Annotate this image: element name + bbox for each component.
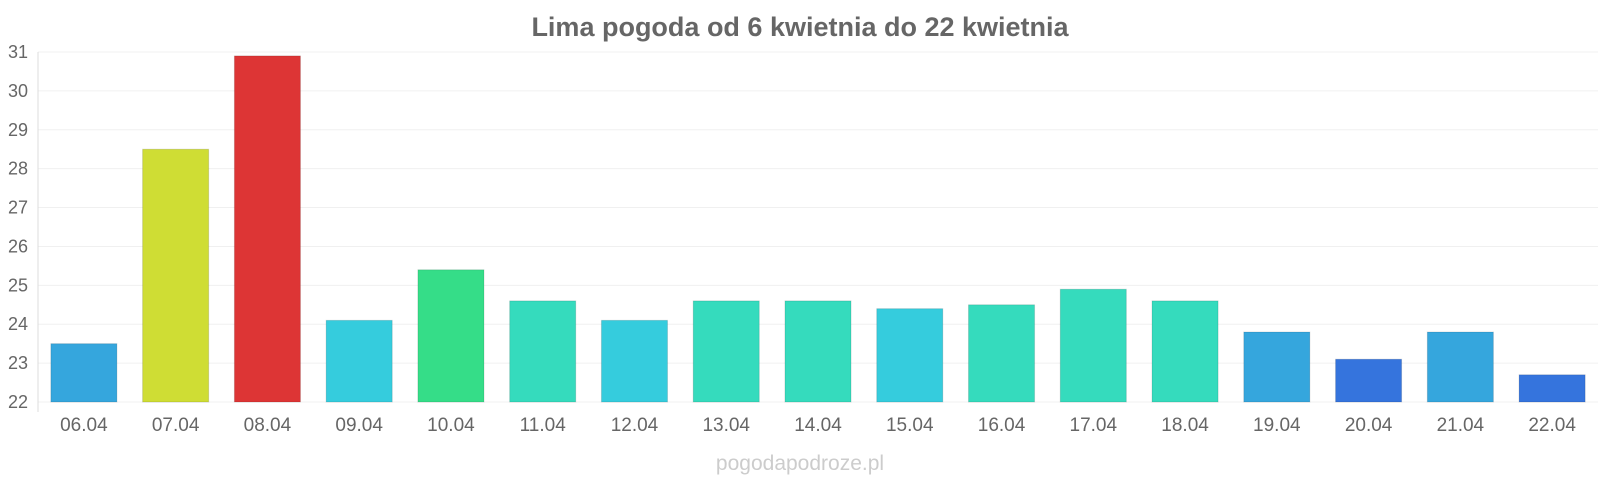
x-axis: 06.04 07.04 08.04 09.04 10.04 11.04 12.04 13.04… — [60, 415, 1576, 436]
bar-22.04 — [1518, 374, 1586, 403]
bar-09.04 — [325, 319, 393, 403]
bar-08.04 — [233, 55, 301, 403]
y-tick-label: 27 — [8, 198, 28, 218]
x-tick-label: 21.04 — [1437, 415, 1485, 436]
y-tick-label: 29 — [8, 120, 28, 140]
x-tick-label: 20.04 — [1345, 415, 1393, 436]
bar-14.04 — [784, 300, 852, 403]
bar-13.04 — [692, 300, 760, 403]
x-tick-label: 11.04 — [520, 415, 567, 436]
x-tick-label: 18.04 — [1161, 415, 1209, 436]
y-tick-label: 25 — [8, 275, 28, 295]
bar-07.04 — [142, 148, 210, 403]
x-tick-label: 08.04 — [244, 415, 292, 436]
x-tick-label: 22.04 — [1528, 415, 1576, 436]
chart-title: Lima pogoda od 6 kwietnia do 22 kwietnia — [531, 12, 1069, 42]
bar-11.04 — [509, 300, 577, 403]
bar-10.04 — [417, 269, 485, 403]
x-tick-label: 15.04 — [886, 415, 934, 436]
x-tick-label: 06.04 — [60, 415, 108, 436]
y-tick-label: 26 — [8, 236, 28, 256]
x-tick-label: 19.04 — [1253, 415, 1301, 436]
y-tick-label: 22 — [8, 392, 28, 412]
bar-12.04 — [600, 319, 669, 403]
y-tick-label: 30 — [8, 81, 28, 101]
bar-16.04 — [967, 304, 1036, 403]
y-tick-label: 24 — [8, 314, 28, 334]
bar-19.04 — [1243, 331, 1311, 403]
y-tick-label: 23 — [8, 353, 28, 373]
y-axis: 22 23 24 25 26 27 28 29 30 31 — [8, 42, 39, 412]
y-tick-label: 28 — [8, 159, 28, 179]
bar-06.04 — [50, 343, 118, 403]
bar-21.04 — [1426, 331, 1494, 403]
x-tick-label: 17.04 — [1070, 415, 1118, 436]
bar-18.04 — [1151, 300, 1219, 403]
x-tick-label: 12.04 — [611, 415, 659, 436]
bar-20.04 — [1335, 358, 1403, 403]
y-tick-label: 31 — [8, 42, 28, 62]
x-tick-label: 16.04 — [978, 415, 1026, 436]
x-tick-label: 10.04 — [427, 415, 475, 436]
x-tick-label: 09.04 — [335, 415, 383, 436]
x-tick-label: 07.04 — [152, 415, 200, 436]
watermark: pogodapodroze.pl — [716, 452, 884, 475]
bars — [50, 55, 1586, 403]
x-tick-label: 13.04 — [702, 415, 750, 436]
bar-15.04 — [876, 308, 944, 403]
x-tick-label: 14.04 — [794, 415, 842, 436]
bar-17.04 — [1059, 288, 1127, 403]
